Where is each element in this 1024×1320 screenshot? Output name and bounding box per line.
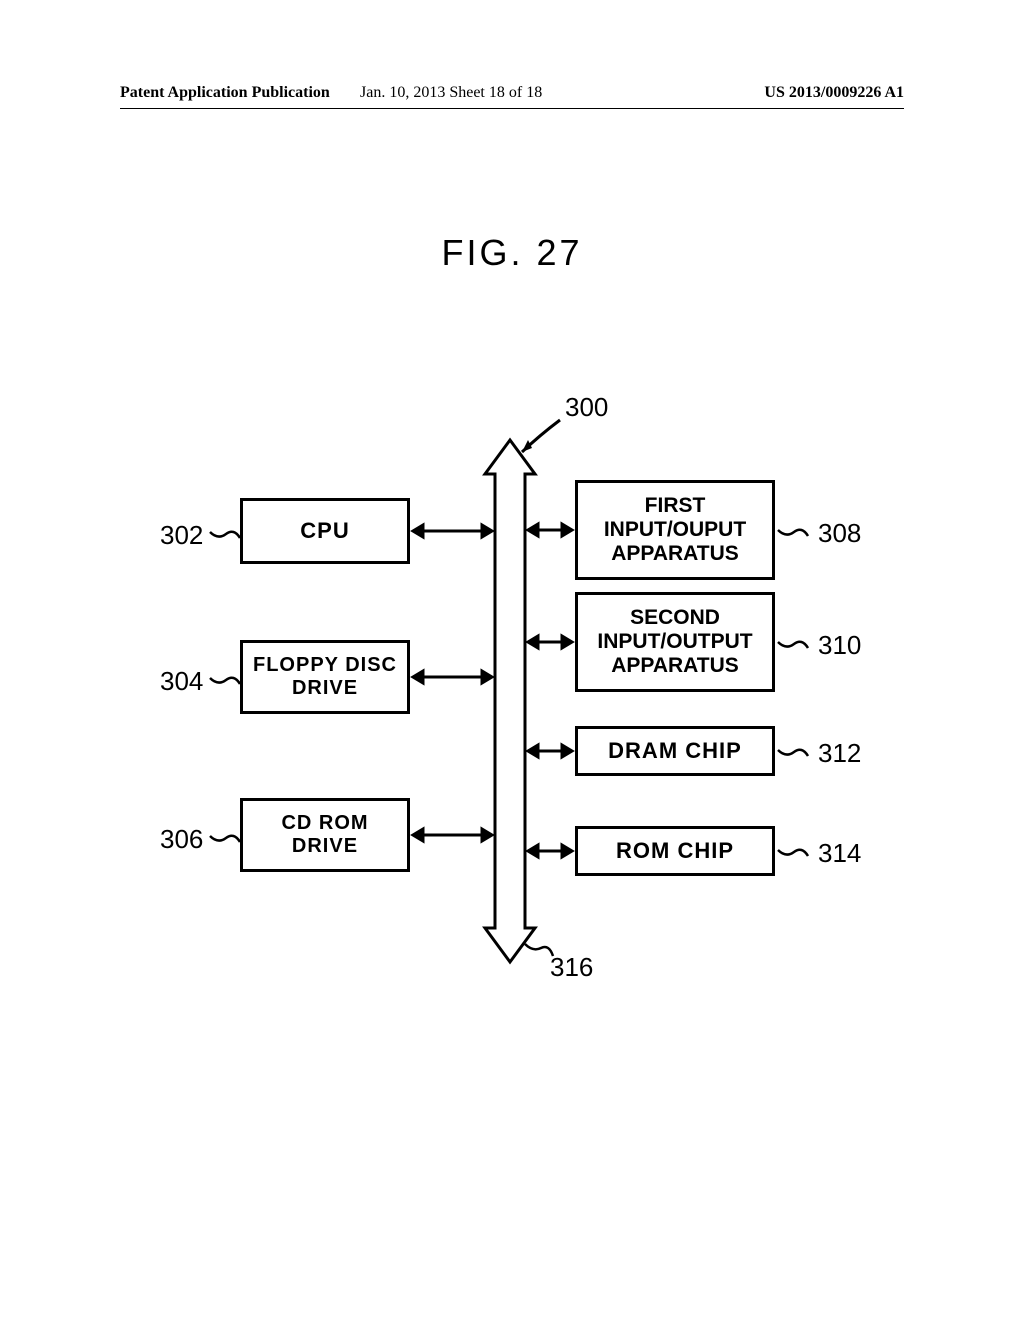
ref-label-312: 312: [818, 738, 861, 769]
ref-label-308: 308: [818, 518, 861, 549]
page-header: Patent Application Publication Jan. 10, …: [120, 84, 904, 104]
header-right-text: US 2013/0009226 A1: [764, 84, 904, 102]
ref-label-300: 300: [565, 392, 608, 423]
ref-label-302: 302: [160, 520, 203, 551]
ref-label-314: 314: [818, 838, 861, 869]
block-first-io-apparatus: FIRSTINPUT/OUPUTAPPARATUS: [575, 480, 775, 580]
block-first-io-label: FIRSTINPUT/OUPUTAPPARATUS: [604, 494, 746, 566]
block-cpu: CPU: [240, 498, 410, 564]
diagram-area: CPU FLOPPY DISCDRIVE CD ROMDRIVE FIRSTIN…: [120, 380, 904, 1000]
ref-label-316: 316: [550, 952, 593, 983]
ref-label-304: 304: [160, 666, 203, 697]
figure-title: FIG. 27: [0, 232, 1024, 274]
block-floppy-label: FLOPPY DISCDRIVE: [253, 654, 397, 700]
block-floppy-disc-drive: FLOPPY DISCDRIVE: [240, 640, 410, 714]
block-cdrom-label: CD ROMDRIVE: [281, 812, 368, 858]
page-root: Patent Application Publication Jan. 10, …: [0, 0, 1024, 1320]
header-rule: [120, 108, 904, 109]
ref-label-306: 306: [160, 824, 203, 855]
block-second-io-label: SECONDINPUT/OUTPUTAPPARATUS: [597, 606, 752, 678]
block-dram-label: DRAM CHIP: [608, 738, 742, 763]
block-second-io-apparatus: SECONDINPUT/OUTPUTAPPARATUS: [575, 592, 775, 692]
block-cd-rom-drive: CD ROMDRIVE: [240, 798, 410, 872]
block-rom-chip: ROM CHIP: [575, 826, 775, 876]
block-rom-label: ROM CHIP: [616, 838, 734, 863]
header-mid-text: Jan. 10, 2013 Sheet 18 of 18: [360, 84, 542, 102]
ref-label-310: 310: [818, 630, 861, 661]
block-dram-chip: DRAM CHIP: [575, 726, 775, 776]
block-cpu-label: CPU: [300, 518, 349, 543]
connectors: [120, 380, 904, 1000]
header-left-text: Patent Application Publication: [120, 84, 330, 102]
